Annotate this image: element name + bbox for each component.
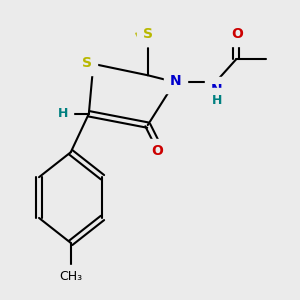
Text: N: N [170,74,182,88]
Text: O: O [232,27,243,40]
Text: H: H [212,94,222,107]
Text: S: S [82,56,92,70]
Text: H: H [57,107,68,120]
Text: O: O [151,144,163,158]
Text: N: N [211,83,222,97]
Text: S: S [143,27,153,40]
Text: CH₃: CH₃ [59,270,82,283]
